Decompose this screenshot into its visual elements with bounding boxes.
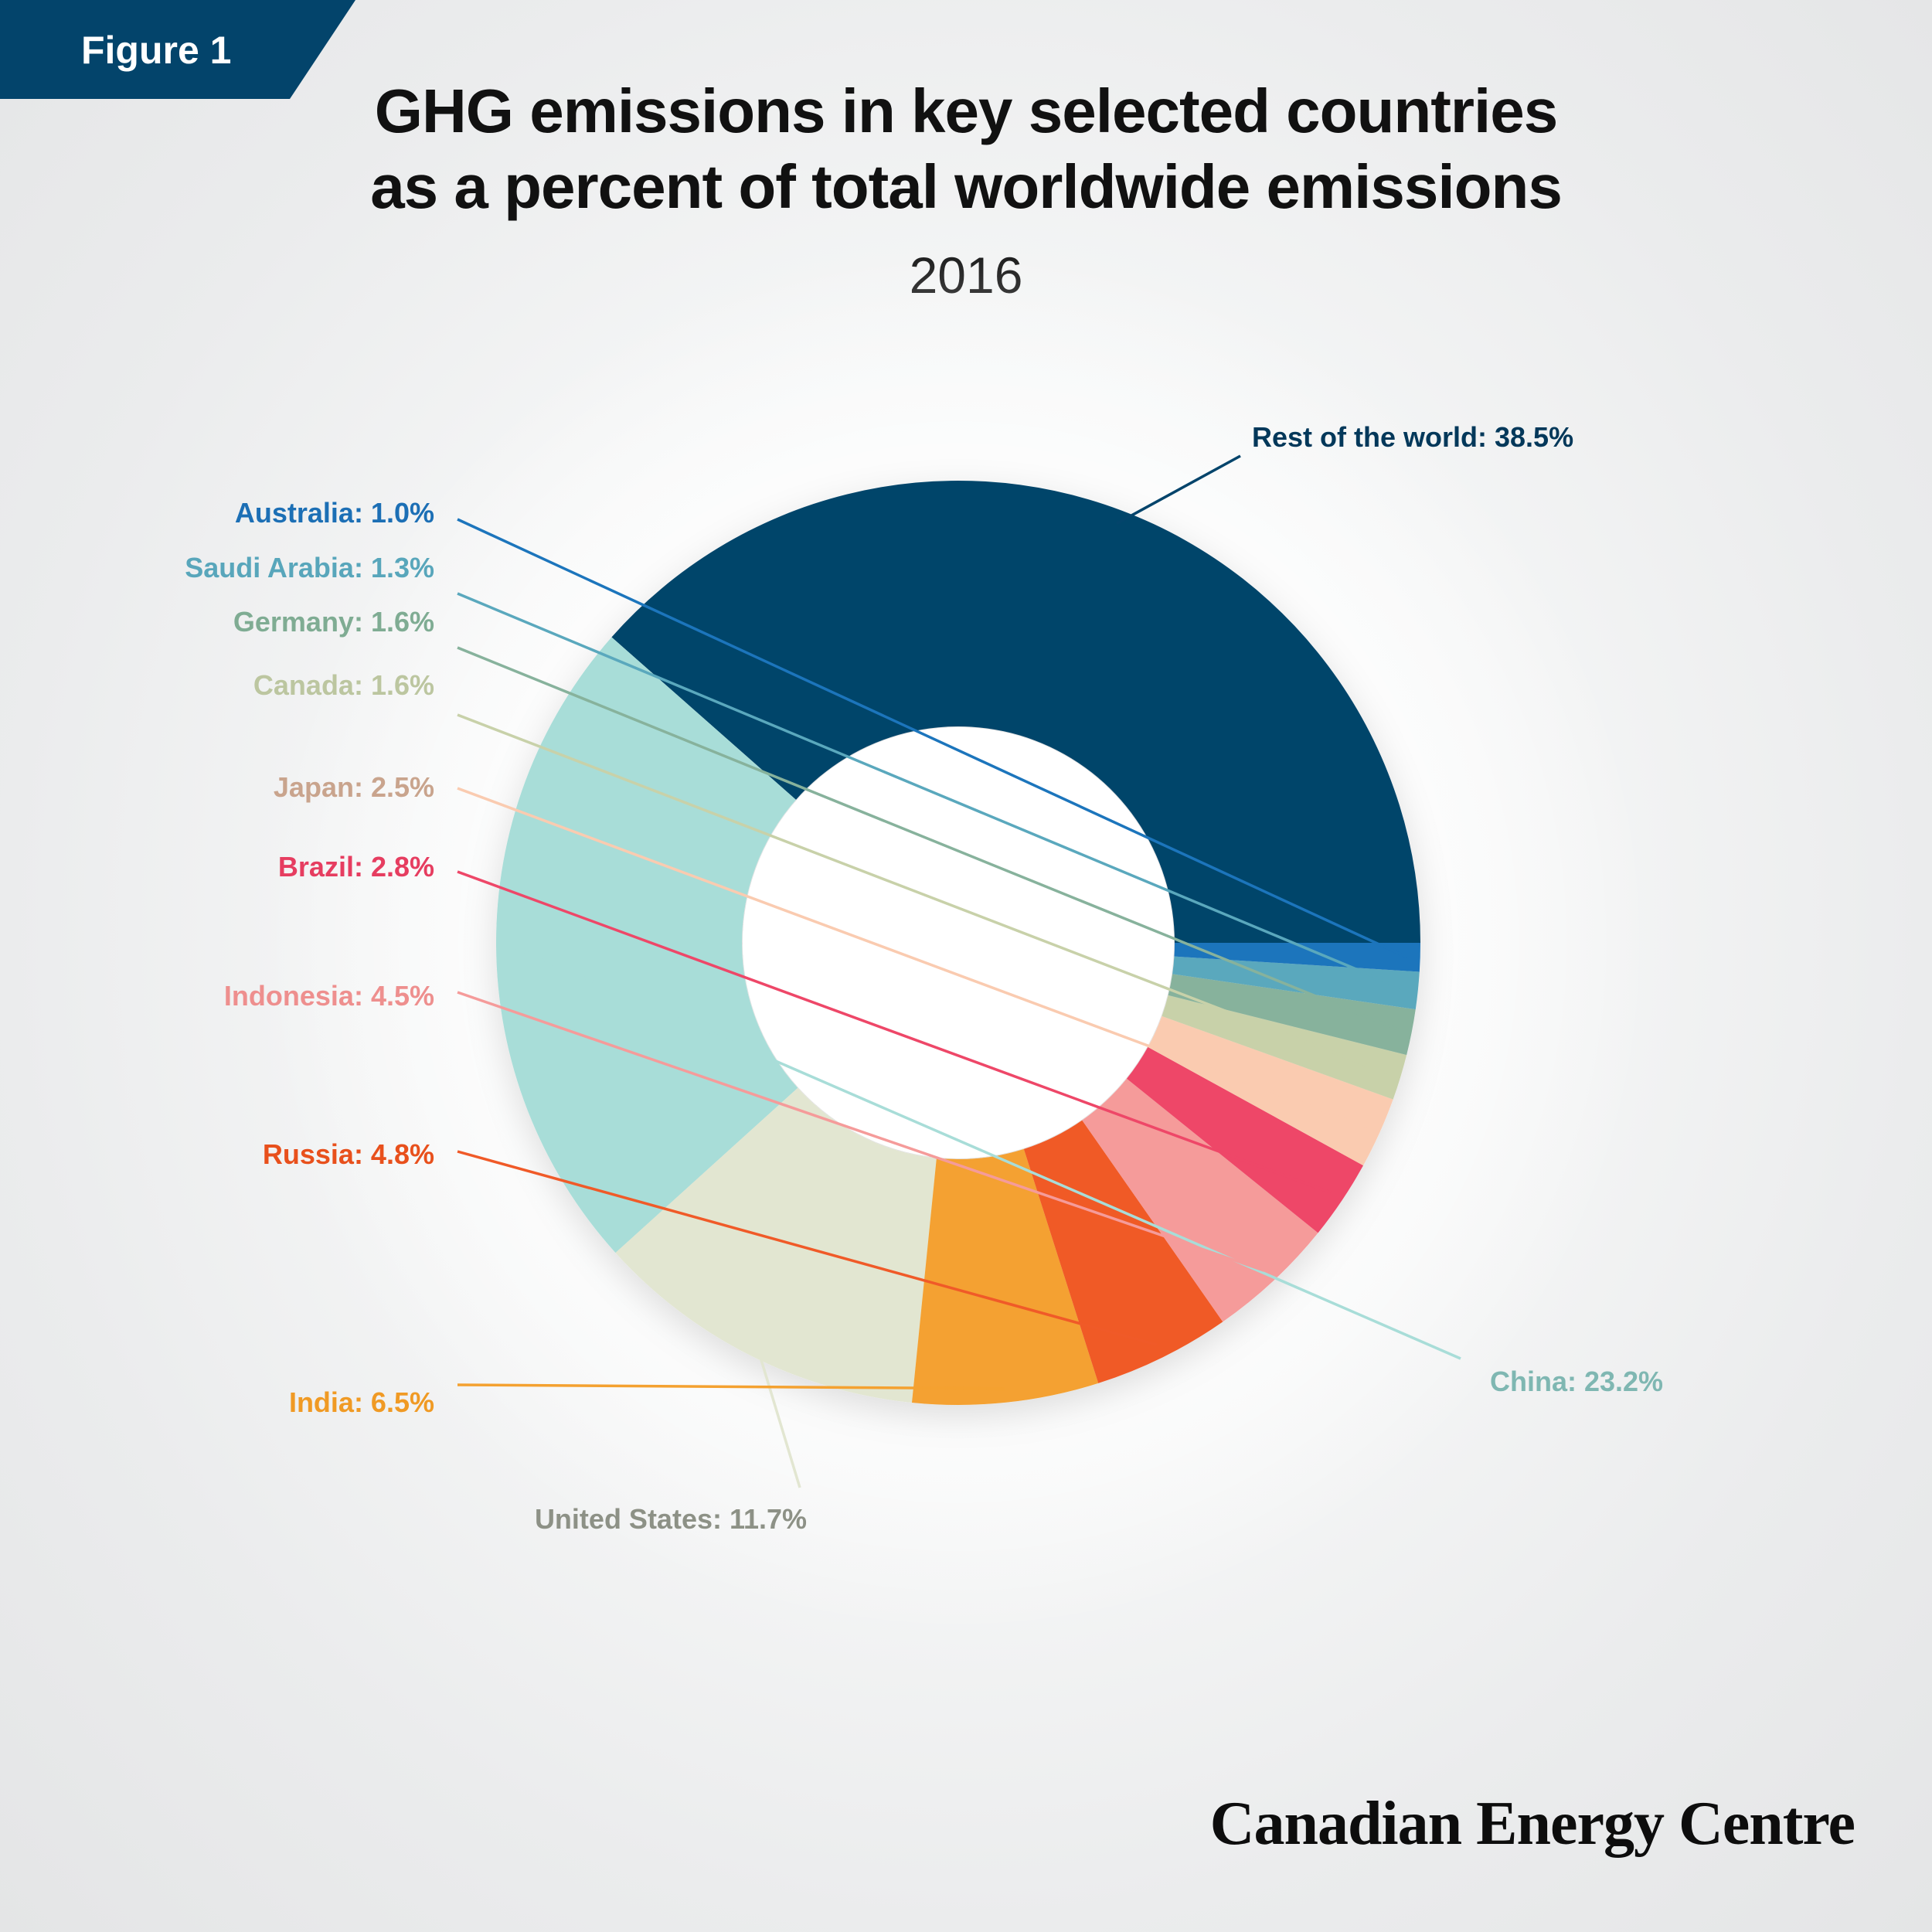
leader-line-germany <box>457 646 1399 1031</box>
chart-title-line-2: as a percent of total worldwide emission… <box>370 152 1563 221</box>
leader-line-saudi-arabia <box>457 592 1405 991</box>
slice-brazil <box>1126 1046 1364 1233</box>
slice-rest-of-the-world <box>611 481 1420 943</box>
leader-line-china <box>509 944 1461 1360</box>
leader-line-india <box>457 1383 1005 1390</box>
slice-china <box>496 637 798 1253</box>
leader-line-brazil <box>457 870 1332 1194</box>
data-label-brazil: Brazil: 2.8% <box>278 851 434 883</box>
chart-title-line-1: GHG emissions in key selected countries <box>374 77 1559 145</box>
data-label-russia: Russia: 4.8% <box>263 1138 434 1170</box>
leader-line-australia <box>457 518 1407 958</box>
leader-line-rest-of-the-world <box>1116 454 1241 525</box>
figure-label: Figure 1 <box>81 29 232 72</box>
data-label-australia: Australia: 1.0% <box>235 497 434 529</box>
leader-line-japan <box>457 787 1368 1129</box>
slice-australia <box>1174 943 1420 972</box>
slice-united-states <box>615 1087 937 1403</box>
data-label-china: China: 23.2% <box>1490 1366 1663 1397</box>
slice-russia <box>1023 1120 1223 1383</box>
leader-line-united-states <box>754 1342 801 1488</box>
leader-line-canada <box>457 713 1388 1075</box>
figure-tab-shape <box>0 0 355 99</box>
data-label-india: India: 6.5% <box>289 1386 434 1418</box>
leader-line-indonesia <box>457 991 1265 1272</box>
slice-indonesia <box>1082 1078 1318 1322</box>
data-label-indonesia: Indonesia: 4.5% <box>224 980 434 1012</box>
slice-india <box>911 1148 1099 1405</box>
data-label-united-states: United States: 11.7% <box>535 1503 807 1535</box>
figure-tab <box>0 0 355 99</box>
data-label-canada: Canada: 1.6% <box>253 669 434 701</box>
data-label-rest-of-the-world: Rest of the world: 38.5% <box>1252 421 1573 453</box>
data-label-saudi-arabia: Saudi Arabia: 1.3% <box>185 552 434 583</box>
data-label-japan: Japan: 2.5% <box>274 771 434 803</box>
brand-logo: Canadian Energy Centre <box>1209 1790 1855 1858</box>
donut-hole <box>743 727 1174 1158</box>
leader-line-russia <box>457 1150 1158 1346</box>
chart-title: GHG emissions in key selected countries … <box>193 73 1739 225</box>
slice-canada <box>1162 995 1407 1100</box>
data-label-germany: Germany: 1.6% <box>233 606 434 638</box>
slice-germany <box>1168 974 1416 1056</box>
